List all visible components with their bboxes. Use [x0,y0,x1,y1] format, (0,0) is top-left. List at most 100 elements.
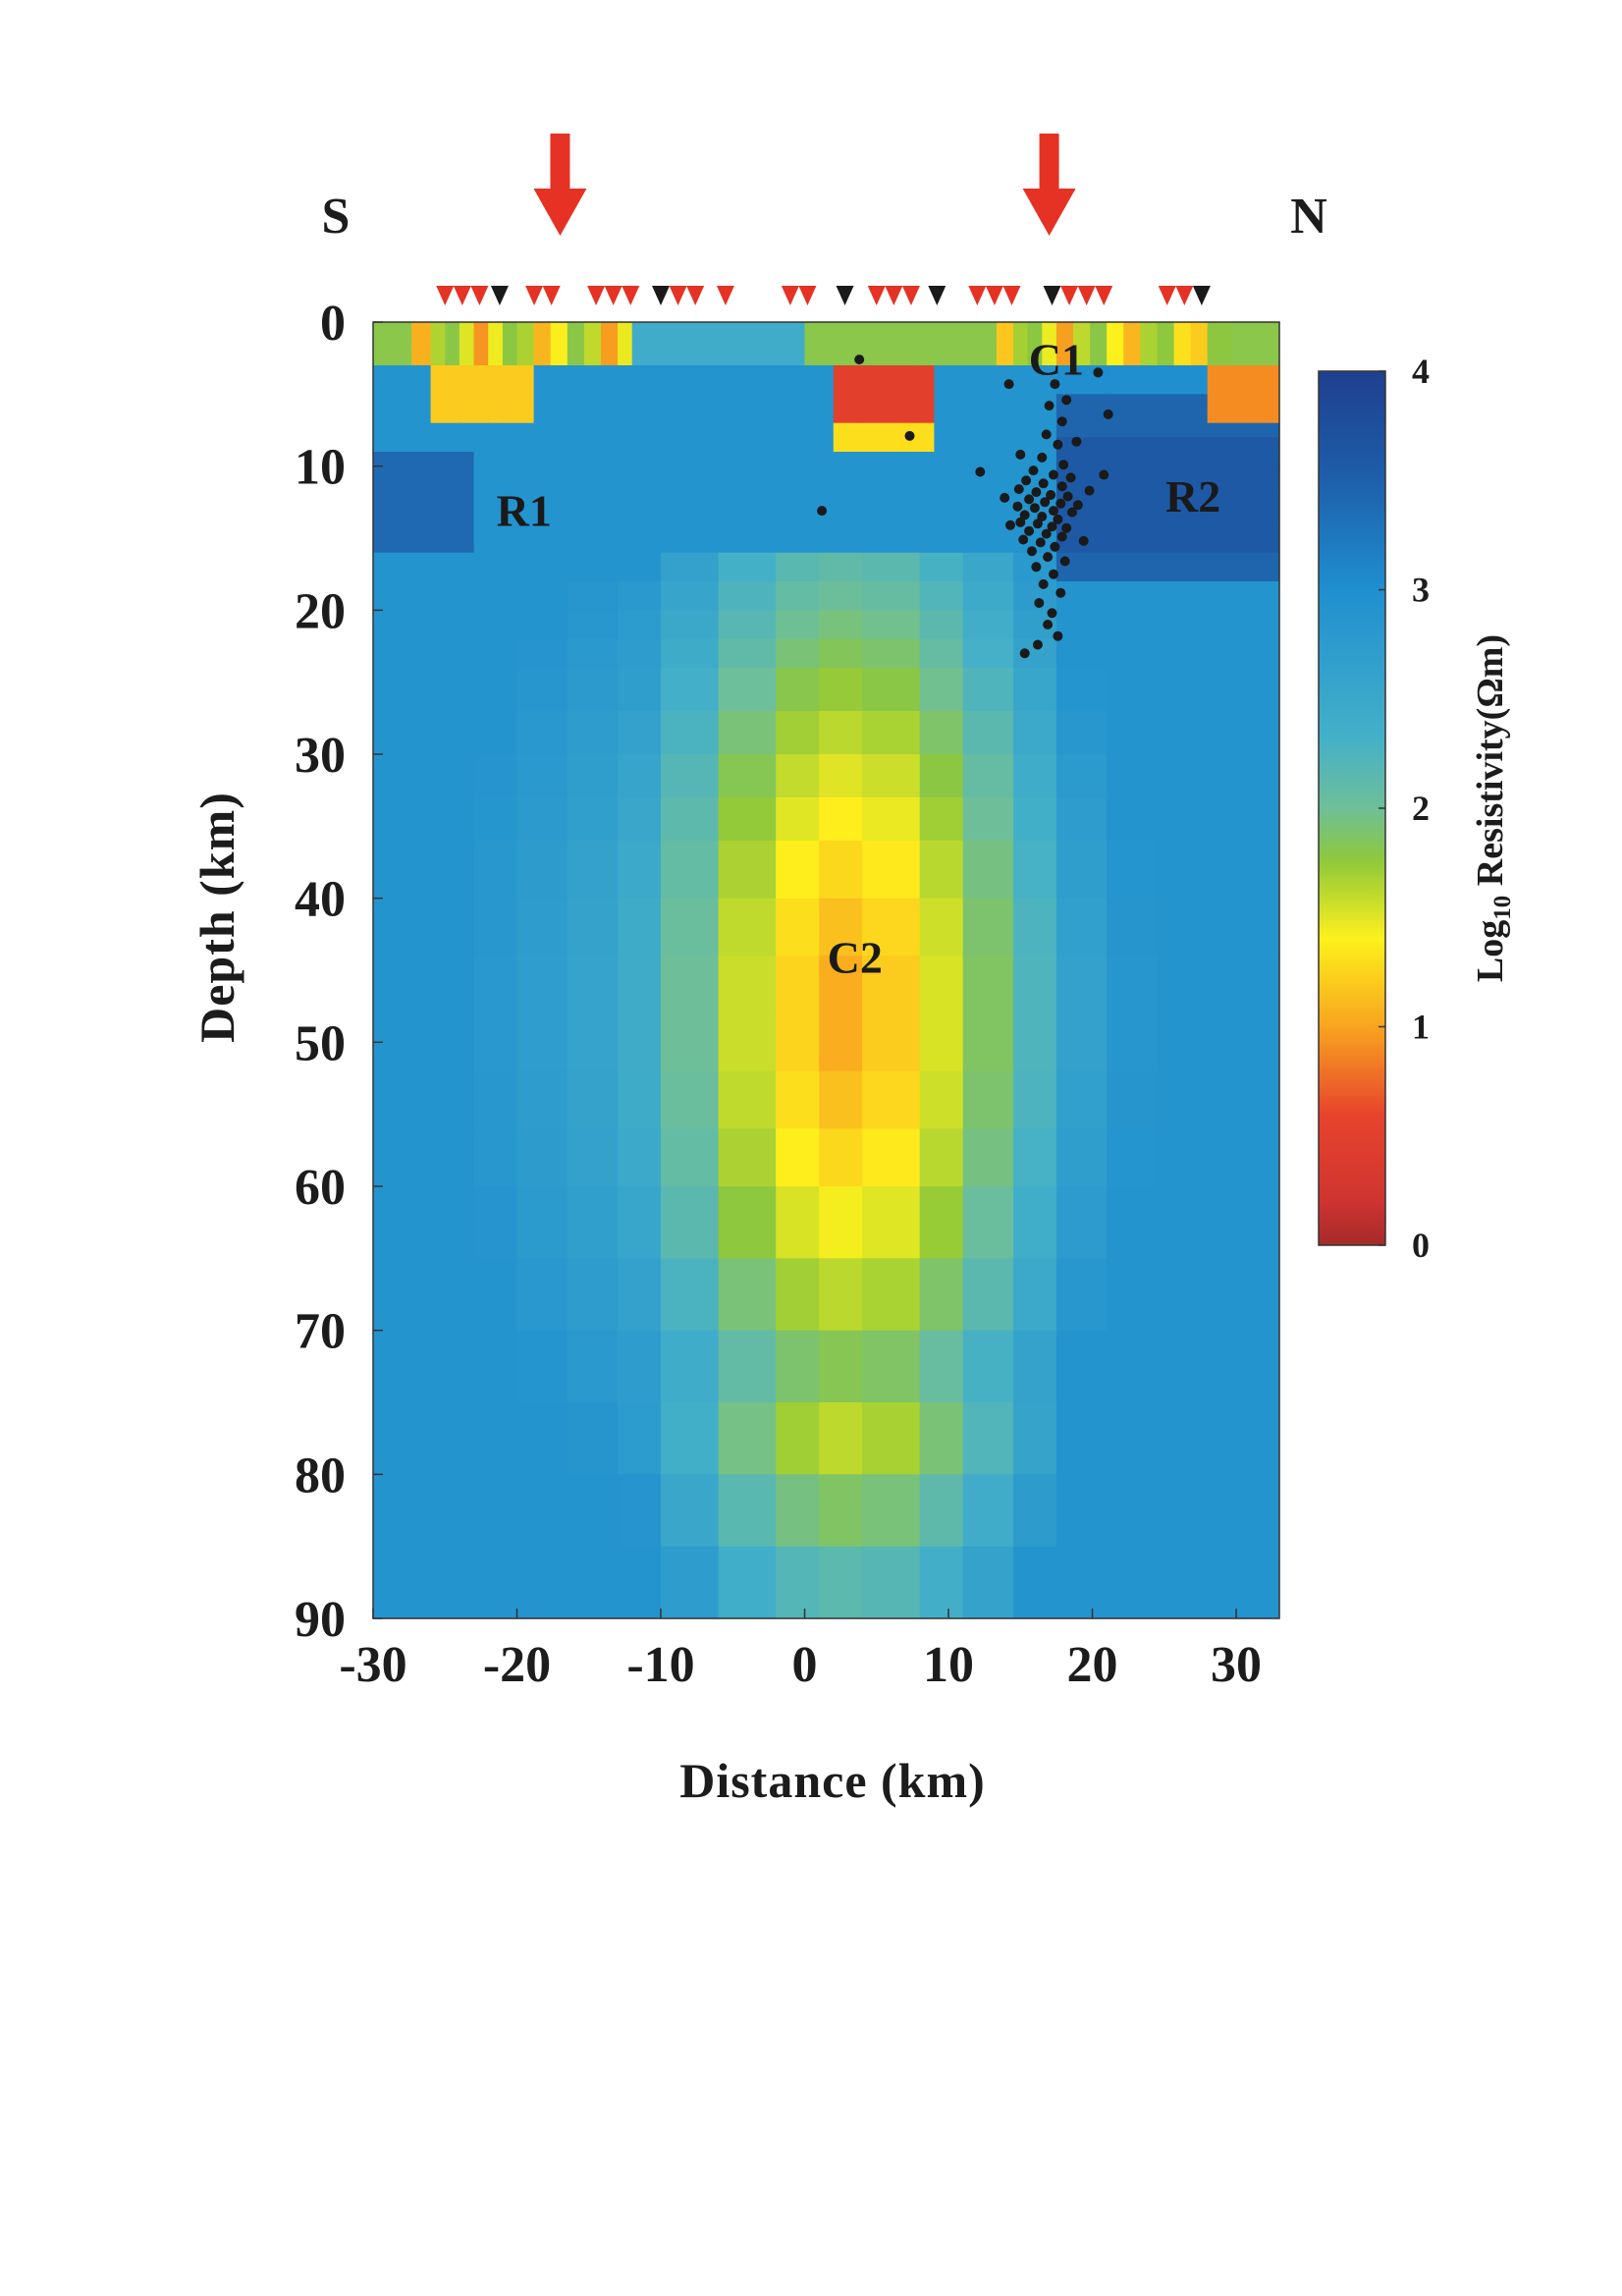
earthquake-point [1038,578,1049,589]
heatmap-cell [646,379,662,395]
heatmap-cell [430,1402,475,1475]
heatmap-cell [919,638,964,669]
heatmap-cell [516,1128,568,1187]
heatmap-cell [819,437,835,453]
heatmap-cell [567,379,585,395]
heatmap-cell [392,409,412,424]
heatmap-cell [583,437,602,453]
heatmap-cell [1107,754,1159,798]
heatmap-cell [1107,1013,1159,1072]
heatmap-cell [373,422,394,438]
heatmap-cell [1157,668,1209,712]
heatmap-cell [567,1128,619,1187]
heatmap-cell [618,552,662,582]
heatmap-cell [661,365,681,381]
heatmap-cell [1207,336,1232,352]
heatmap-cell [934,452,949,467]
heatmap-cell [776,552,820,582]
heatmap-cell [646,452,662,467]
y-axis-label: Depth (km) [189,792,244,1043]
heatmap-cell [488,394,504,410]
heatmap-cell [881,336,901,352]
heatmap-cell [661,379,681,395]
heatmap-cell [919,1186,964,1259]
heatmap-cell [776,956,820,1014]
heatmap-cell [1027,351,1043,366]
heatmap-cell [862,797,921,842]
heatmap-cell [516,409,535,424]
heatmap-cell [737,336,758,352]
heatmap-cell [445,365,460,381]
heatmap-cell [776,465,820,496]
heatmap-cell [1123,452,1141,467]
heatmap-cell [1027,409,1043,424]
station-marker-red [901,286,920,305]
heatmap-cell [1140,394,1159,410]
heatmap-cell [962,668,1014,712]
station-marker-black [652,286,671,305]
heatmap-cell [1207,351,1232,366]
heatmap-cell [699,437,720,453]
earthquake-point [1049,469,1058,480]
earthquake-point [1034,598,1045,608]
station-marker-black [1043,286,1061,305]
heatmap-cell [862,1474,921,1548]
heatmap-cell [919,351,935,366]
heatmap-cell [1190,336,1209,352]
heatmap-cell [618,1330,662,1403]
heatmap-cell [1013,365,1029,381]
station-marker-red [587,286,606,305]
heatmap-cell [1173,336,1192,352]
heatmap-cell [819,1330,863,1403]
heatmap-cell [1140,322,1159,338]
heatmap-cell [819,1013,863,1072]
heatmap-cell [601,322,619,338]
heatmap-cell [789,322,806,338]
heatmap-cell [550,336,568,352]
earthquake-point [1043,620,1054,629]
heatmap-cell [488,336,504,352]
heatmap-cell [488,322,504,338]
heatmap-cell [934,394,949,410]
heatmap-cell [1207,437,1232,453]
heatmap-cell [516,394,535,410]
heatmap-cell [1055,1013,1108,1072]
heatmap-cell [473,956,518,1014]
heatmap-cell [661,1186,720,1259]
heatmap-cell [1255,365,1280,381]
heatmap-cell [679,336,700,352]
heatmap-cell [392,394,412,410]
heatmap-cell [583,452,602,467]
heatmap-cell [473,668,518,712]
heatmap-cell [962,365,981,381]
heatmap-cell [567,754,619,798]
earthquake-point [1024,525,1035,536]
heatmap-cell [473,336,489,352]
heatmap-cell [962,797,1014,842]
heatmap-cell [881,379,901,395]
heatmap-cell [1157,336,1175,352]
heatmap-cell [488,379,504,395]
heatmap-cell [1107,452,1124,467]
earthquake-point [1058,460,1069,470]
heatmap-cell [862,754,921,798]
heatmap-cell [618,351,633,366]
heatmap-cell [516,465,568,496]
colorbar [1318,370,1386,1246]
heatmap-cell [1231,422,1257,438]
heatmap-cell [737,365,758,381]
heatmap-cell [737,452,758,467]
earthquake-point [1018,534,1029,545]
heatmap-cell [618,1186,662,1259]
heatmap-cell [699,394,720,410]
x-tick-label: 10 [923,1637,974,1693]
earthquake-point [1012,501,1023,512]
heatmap-cell [1107,1330,1159,1403]
heatmap-cell [804,437,820,453]
heatmap-cell [847,379,863,395]
heatmap-cell [502,336,518,352]
heatmap-cell [819,452,835,467]
heatmap-cell [533,351,552,366]
heatmap-cell [718,379,738,395]
earthquake-point [1062,491,1073,502]
